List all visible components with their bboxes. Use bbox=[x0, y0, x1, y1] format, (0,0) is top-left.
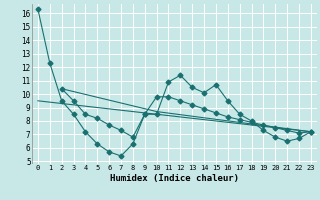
X-axis label: Humidex (Indice chaleur): Humidex (Indice chaleur) bbox=[110, 174, 239, 183]
